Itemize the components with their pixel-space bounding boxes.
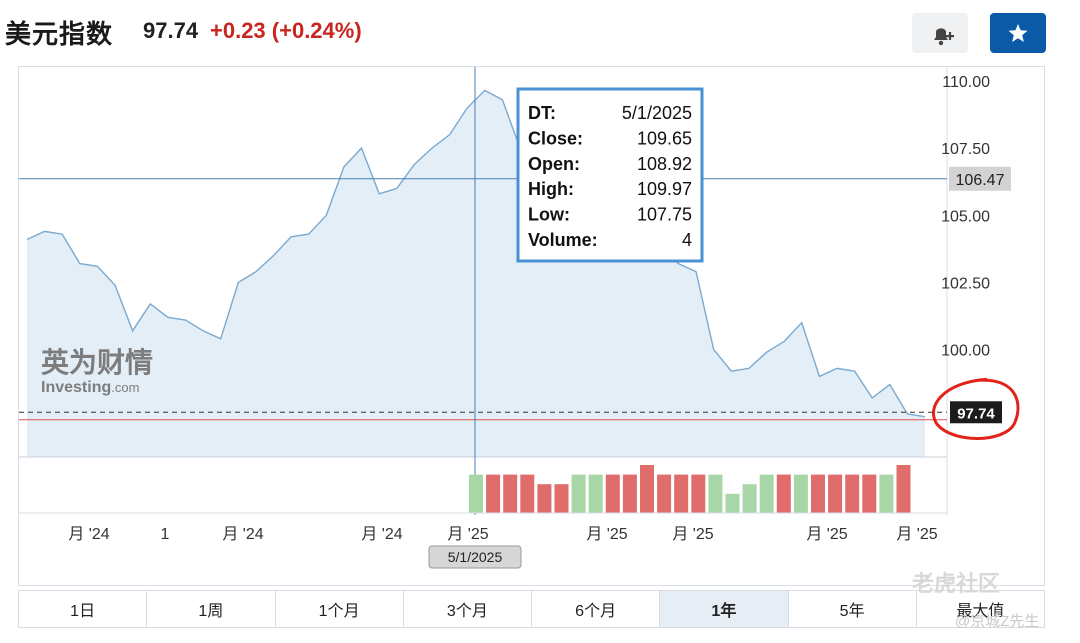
y-tick-label: 105.00 <box>941 208 990 225</box>
volume-bar <box>622 474 637 513</box>
volume-bar <box>469 474 483 513</box>
volume-bar <box>588 474 603 513</box>
tooltip-value: 108.92 <box>637 154 692 174</box>
price-chart[interactable]: 110.00 107.50 105.00 102.50 100.00 97.74 106.4… <box>19 67 1046 587</box>
volume-bar <box>811 474 825 513</box>
volume-bar <box>657 474 672 513</box>
x-tick-label: 月 '24 <box>361 526 402 543</box>
last-price: 97.74 <box>143 18 199 43</box>
tooltip-value: 107.75 <box>637 205 692 225</box>
volume-bar <box>828 474 843 513</box>
volume-bar <box>708 474 723 513</box>
x-tick-label: 月 '25 <box>447 526 488 543</box>
range-tab[interactable]: 最大值 <box>956 603 1005 620</box>
volume-bar <box>605 474 620 513</box>
price-line <box>26 89 926 418</box>
range-tab[interactable]: 1个月 <box>276 591 404 627</box>
price-chart-panel[interactable]: 110.00 107.50 105.00 102.50 100.00 97.74 106.4… <box>18 66 1045 586</box>
volume-bar <box>862 474 877 513</box>
volume-bar <box>571 474 586 513</box>
x-tick-label: 月 '25 <box>586 526 627 543</box>
range-tab[interactable]: 3个月 <box>404 591 532 627</box>
x-tick-label: 月 '24 <box>68 526 109 543</box>
x-tick-label: 月 '25 <box>896 526 937 543</box>
tooltip-key: Volume: <box>528 230 598 250</box>
crosshair-price-label: 106.47 <box>956 172 1005 189</box>
x-tick-label: 月 '24 <box>222 526 263 543</box>
tooltip-key: Close: <box>528 128 583 148</box>
volume-bar <box>503 474 518 513</box>
volume-bar <box>793 474 808 513</box>
tooltip-value: 109.97 <box>637 179 692 199</box>
volume-bar <box>742 484 757 513</box>
range-tab[interactable]: 5年 <box>789 591 917 627</box>
volume-bar <box>879 474 894 513</box>
instrument-title: 美元指数 <box>5 19 114 49</box>
y-tick-label: 107.50 <box>941 141 990 158</box>
volume-bar <box>486 474 501 513</box>
range-tabs: 1日 1周 1个月 3个月 6个月 1年 5年 最大值 <box>18 590 1045 628</box>
tooltip-value: 5/1/2025 <box>622 103 692 123</box>
tooltip-key: High: <box>528 179 574 199</box>
volume-bar <box>554 484 569 513</box>
site-watermark: 老虎社区 <box>912 571 1001 596</box>
crosshair-price-badge <box>949 166 1011 191</box>
tooltip-value: 109.65 <box>637 128 692 148</box>
x-tick-label: 月 '25 <box>672 526 713 543</box>
y-tick-label: 110.00 <box>942 74 990 91</box>
crosshair-date-badge <box>428 545 522 569</box>
range-tab[interactable]: 6个月 <box>532 591 661 627</box>
volume-bar <box>845 474 860 513</box>
star-icon <box>1008 24 1028 42</box>
volume-bar <box>776 474 791 513</box>
volume-bar <box>520 474 535 513</box>
price-change: +0.23 (+0.24%) <box>210 18 362 43</box>
range-tab[interactable]: 1日 <box>19 591 148 627</box>
investing-watermark-en: Investing.com <box>41 379 139 396</box>
tooltip-key: DT: <box>528 103 556 123</box>
watchlist-star-button[interactable] <box>990 13 1046 53</box>
volume-bar <box>759 474 774 513</box>
x-tick-label: 月 '25 <box>806 526 847 543</box>
range-tab[interactable]: 1周 <box>147 591 276 627</box>
last-price-badge-label: 97.74 <box>957 405 995 422</box>
crosshair-date-label: 5/1/2025 <box>448 549 503 565</box>
volume-bar <box>537 484 552 513</box>
quote-header: 美元指数 97.74 +0.23 (+0.24%) <box>0 0 1080 66</box>
bell-plus-icon <box>934 28 954 46</box>
investing-watermark-cn: 英为财情 <box>41 346 153 379</box>
ohlc-tooltip <box>516 87 704 263</box>
add-alert-button[interactable] <box>912 13 968 53</box>
y-tick-label: 102.50 <box>941 275 990 292</box>
volume-bar <box>674 474 689 513</box>
volume-bar <box>640 465 654 513</box>
x-tick-label: 1 <box>161 526 170 543</box>
volume-bar <box>725 493 740 513</box>
range-tab-active[interactable]: 1年 <box>660 591 789 627</box>
author-watermark: @京城Z先生 <box>955 613 1040 630</box>
y-tick-label: 100.00 <box>941 343 990 360</box>
annotation-circle <box>931 377 1020 441</box>
volume-bar <box>691 474 706 513</box>
tooltip-key: Open: <box>528 154 580 174</box>
tooltip-value: 4 <box>682 230 692 250</box>
last-price-badge <box>950 401 1002 424</box>
tooltip-key: Low: <box>528 205 570 225</box>
volume-bar <box>896 465 911 513</box>
price-area <box>27 90 925 458</box>
